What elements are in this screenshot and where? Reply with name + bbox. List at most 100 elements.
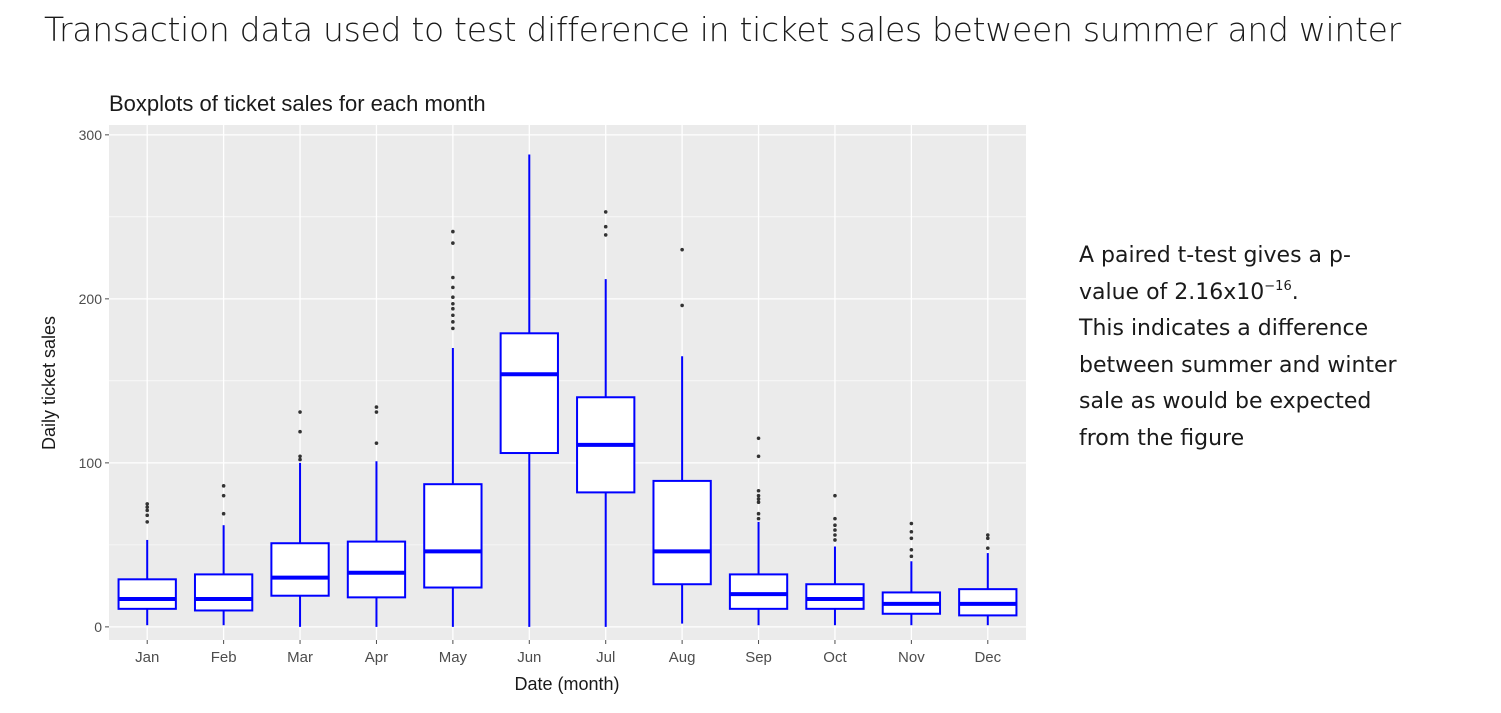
outlier-point [603,210,608,214]
outlier-point [833,533,837,537]
outlier-point [833,538,837,542]
outlier-point [985,533,990,537]
outlier-point [298,457,302,462]
grid-minor [109,216,1026,546]
outlier-point [451,295,455,300]
outlier-point [756,436,761,441]
box-iqr [652,479,712,586]
y-tick-label: 0 [94,619,102,635]
outlier-point [833,523,837,527]
x-tick-label: Jun [517,649,541,666]
box-nov [881,521,942,626]
caption-line-pvalue: value of 2.16x10−16. [1079,275,1489,312]
x-axis: Jan Feb Mar Apr May Jun Jul Aug Sep Oct Nov Dec [135,640,1002,666]
slide-title: Transaction data used to test difference… [44,10,1401,49]
outlier-point [603,233,608,237]
box-aug [652,247,712,624]
box-mar [270,410,330,627]
outlier-point [451,301,455,306]
outlier-point [221,493,226,498]
y-axis-title: Daily ticket sales [39,316,59,450]
outlier-point [680,303,684,308]
outlier-point [298,429,302,434]
box-iqr [805,583,865,610]
x-tick-label: May [439,649,468,666]
box-may [423,229,483,627]
outlier-point [756,497,761,501]
outlier-point [374,441,379,445]
x-tick-label: Jan [135,649,159,666]
box-dec [958,533,1018,626]
outlier-point [451,285,455,290]
outlier-point [680,247,684,252]
outlier-point [985,546,990,550]
outlier-point [451,313,455,318]
box-iqr [499,332,559,455]
x-tick-label: Apr [365,649,388,666]
caption-line: between summer and winter [1079,352,1397,378]
box-feb [193,484,254,626]
outlier-point [221,484,226,488]
caption: A paired t-test gives a p- value of 2.16… [1079,238,1489,457]
outlier-point [145,520,150,524]
outlier-point [909,521,914,526]
caption-line: from the figure [1079,425,1245,451]
outlier-point [374,405,379,409]
outlier-point [145,508,150,513]
outlier-point [909,529,914,534]
outlier-point [756,488,761,493]
x-tick-label: Oct [823,649,847,666]
outlier-point [298,454,302,459]
outlier-point [603,224,608,229]
caption-pvalue-exponent: −16 [1264,278,1292,294]
outlier-point [833,528,837,532]
caption-line: This indicates a difference [1079,316,1369,341]
chart-title: Boxplots of ticket sales for each month [109,91,486,116]
outlier-point [909,547,914,552]
box-jan [117,502,177,626]
box-iqr [423,483,483,589]
outlier-point [451,306,455,311]
outlier-point [833,493,837,498]
x-tick-label: Jul [596,649,615,666]
outlier-point [451,241,455,245]
outlier-point [833,516,837,521]
box-iqr [728,573,789,610]
y-tick-label: 100 [79,455,103,471]
outlier-point [221,511,226,516]
outlier-point [451,275,455,280]
caption-line: sale as would be expected [1079,389,1372,414]
outlier-point [756,493,761,498]
outlier-point [145,502,150,506]
caption-pvalue-prefix: value of 2.16x10 [1079,279,1265,305]
box-sep [728,436,789,626]
outlier-point [298,410,302,414]
outlier-point [451,229,455,234]
outlier-point [756,516,761,521]
y-tick-label: 300 [79,127,103,143]
x-axis-title: Date (month) [514,674,619,694]
box-oct [805,493,865,626]
outlier-point [451,320,455,324]
outlier-point [756,511,761,516]
outlier-point [145,505,150,509]
box-iqr [346,540,407,599]
outlier-point [909,536,914,541]
box-apr [346,405,407,627]
x-tick-label: Aug [669,649,696,666]
box-jun [499,154,559,627]
outlier-point [374,410,379,414]
plot-panel [109,125,1026,640]
box-iqr [270,542,330,597]
x-tick-label: Dec [974,649,1001,666]
outlier-point [756,454,761,459]
outlier-point [909,554,914,559]
box-jul [576,210,636,627]
outlier-point [985,536,990,541]
x-tick-label: Nov [898,649,925,666]
caption-pvalue-suffix: . [1291,279,1299,305]
y-axis: 0 100 200 300 [79,127,109,635]
x-tick-label: Feb [211,649,237,666]
box-iqr [117,578,177,610]
box-iqr [193,573,254,612]
